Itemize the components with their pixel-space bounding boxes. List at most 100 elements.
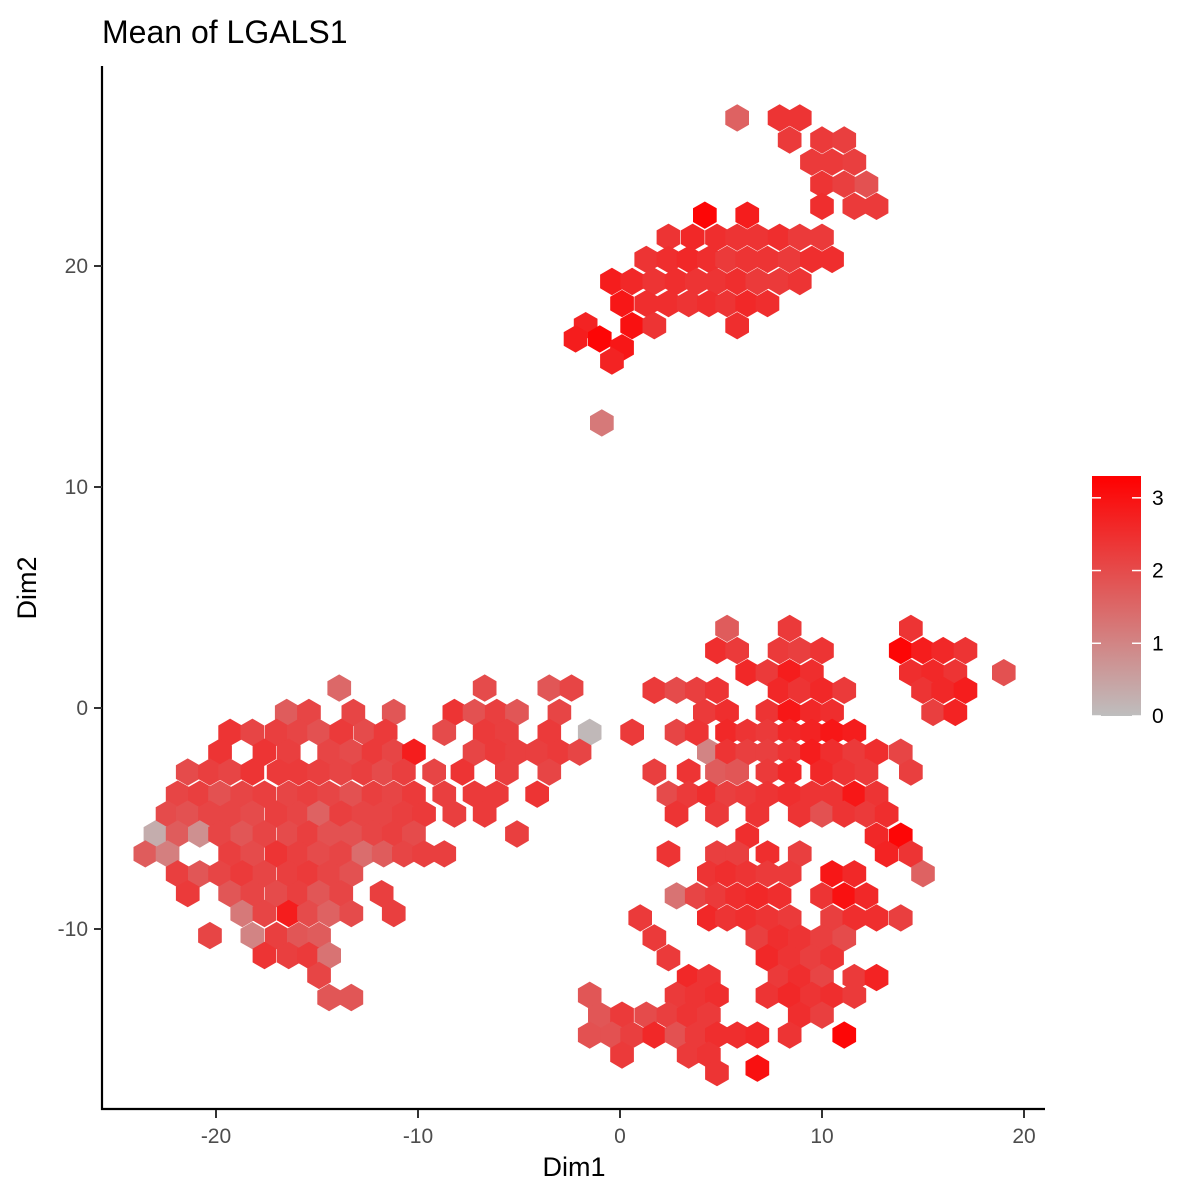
hex-bin (864, 963, 889, 992)
hex-bin (820, 738, 844, 766)
hex-bin (777, 860, 802, 888)
hex-bin (563, 325, 588, 353)
hex-bin (810, 800, 834, 828)
hex-bin (899, 840, 923, 868)
hex-bin (767, 104, 792, 132)
hex-bin (264, 921, 289, 950)
hex-bin (745, 223, 770, 251)
legend-tick-label: 1 (1152, 632, 1164, 655)
hex-bin (361, 780, 386, 808)
hex-bin (505, 698, 529, 727)
hex-bin (800, 718, 824, 746)
hex-bin (317, 941, 341, 970)
hex-bin (820, 148, 844, 176)
hex-bin (664, 1021, 689, 1049)
hex-bin (188, 780, 212, 808)
x-axis-title: Dim1 (542, 1152, 605, 1182)
hex-bin (642, 267, 667, 296)
hex-bin (697, 904, 721, 932)
hex-bin (820, 860, 844, 888)
hex-bin (911, 676, 935, 704)
hex-bin (339, 983, 364, 1012)
hex-bin (854, 170, 879, 198)
hex-bin (787, 636, 812, 665)
hex-bin (888, 738, 913, 766)
hex-bin (276, 820, 301, 848)
hex-bin (676, 1001, 701, 1029)
hex-bin (684, 676, 709, 704)
hex-bin (777, 126, 802, 154)
hex-bin (725, 267, 749, 296)
hex-bin (165, 780, 190, 808)
hex-bin (442, 698, 467, 727)
hex-bin (252, 899, 277, 928)
hex-bin (620, 312, 644, 340)
hex-bin (820, 245, 844, 274)
hex-bin (911, 860, 935, 888)
hex-bin (240, 840, 265, 868)
hex-bin (705, 676, 729, 704)
hex-bin (842, 718, 867, 746)
hex-bin (287, 921, 311, 950)
hex-bin (392, 758, 416, 786)
hex-bin (715, 718, 739, 746)
hex-bin (264, 800, 289, 828)
hex-bin (777, 904, 802, 932)
hex-bin (642, 312, 667, 340)
legend-colorbar (1092, 476, 1141, 716)
hex-bin (715, 738, 739, 766)
hex-bin (656, 289, 681, 318)
hex-bin (767, 676, 792, 704)
hex-bin (725, 104, 749, 132)
hex-bin (505, 820, 529, 848)
hex-bin (755, 289, 780, 318)
hex-bin (842, 780, 867, 808)
hex-bin (620, 718, 644, 746)
hex-bin (810, 636, 834, 665)
hex-bin (800, 738, 824, 766)
hex-bin (767, 924, 792, 952)
hex-bin (735, 780, 760, 808)
hex-bin (230, 820, 255, 848)
hex-bin (287, 718, 311, 746)
hex-bin (656, 223, 681, 251)
hex-bin (705, 981, 729, 1009)
hex-bin (600, 347, 624, 375)
hex-bin (787, 1001, 812, 1029)
hex-bin (767, 223, 792, 251)
hex-bin (287, 758, 311, 786)
hex-bin (715, 904, 739, 932)
hex-bin (175, 758, 200, 786)
hex-bin (787, 104, 812, 132)
hex-bin (725, 636, 749, 665)
hex-bin (230, 780, 255, 808)
hex-bin (820, 718, 844, 746)
hex-bin (864, 904, 889, 932)
hex-bin (767, 882, 792, 910)
hex-bin (339, 899, 364, 928)
y-tick-label: 0 (76, 697, 88, 720)
legend-tick-label: 0 (1152, 705, 1164, 728)
hex-bin (800, 981, 824, 1009)
hex-bin (810, 223, 834, 251)
hex-bin (547, 738, 572, 766)
hex-bin (381, 820, 406, 848)
hex-bin (755, 780, 780, 808)
hex-bin (264, 840, 289, 868)
hex-bin (240, 921, 265, 950)
hex-bin (777, 944, 802, 972)
hex-bin (287, 880, 311, 908)
hex-bin (705, 1021, 729, 1049)
y-tick-label: 10 (65, 476, 88, 499)
hex-bin (287, 800, 311, 828)
hex-bin (745, 1054, 770, 1082)
hex-bin (353, 718, 378, 746)
hex-bin (642, 1021, 667, 1049)
hex-bin (472, 800, 497, 828)
hex-bin (252, 738, 277, 766)
hex-bin (715, 698, 739, 727)
hex-bin (888, 636, 913, 665)
hex-bin (864, 780, 889, 808)
hex-bin (680, 223, 705, 251)
